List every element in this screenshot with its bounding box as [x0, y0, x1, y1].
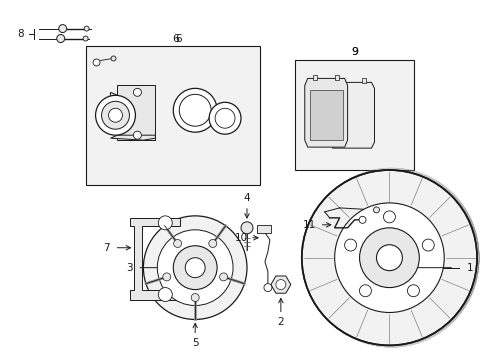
Circle shape — [179, 94, 211, 126]
Circle shape — [158, 216, 172, 230]
Circle shape — [185, 258, 205, 278]
Circle shape — [209, 102, 241, 134]
Text: 5: 5 — [191, 338, 198, 348]
Circle shape — [158, 288, 172, 302]
Polygon shape — [110, 92, 117, 130]
Bar — [117, 85, 155, 140]
Circle shape — [84, 26, 89, 31]
Text: 4: 4 — [243, 193, 250, 203]
Polygon shape — [110, 135, 155, 140]
Circle shape — [264, 284, 271, 292]
Circle shape — [373, 207, 379, 213]
Bar — [256, 225, 270, 233]
Circle shape — [108, 108, 122, 122]
Circle shape — [407, 285, 419, 297]
Circle shape — [344, 239, 356, 251]
Circle shape — [334, 203, 443, 312]
Circle shape — [173, 88, 217, 132]
Text: 1: 1 — [466, 263, 472, 273]
Circle shape — [83, 36, 88, 41]
Bar — [361, 78, 365, 84]
Circle shape — [275, 280, 285, 289]
Circle shape — [133, 131, 141, 139]
Circle shape — [422, 239, 433, 251]
Text: 9: 9 — [350, 48, 357, 58]
Bar — [312, 75, 316, 80]
Text: 11: 11 — [303, 220, 316, 230]
Circle shape — [111, 56, 116, 61]
Circle shape — [208, 239, 216, 247]
Circle shape — [173, 239, 181, 247]
Circle shape — [358, 216, 366, 223]
Text: 3: 3 — [126, 263, 132, 273]
Circle shape — [95, 95, 135, 135]
Text: 9: 9 — [350, 48, 357, 58]
Bar — [339, 78, 343, 84]
Bar — [85, 45, 260, 185]
Circle shape — [57, 35, 64, 42]
Circle shape — [359, 285, 371, 297]
Text: 8: 8 — [18, 28, 24, 39]
Polygon shape — [130, 218, 180, 300]
Circle shape — [59, 24, 66, 32]
Bar — [294, 60, 413, 170]
Circle shape — [102, 101, 129, 129]
Circle shape — [376, 245, 402, 271]
Text: 2: 2 — [277, 318, 284, 328]
Polygon shape — [309, 90, 342, 140]
Circle shape — [157, 230, 233, 306]
Circle shape — [191, 293, 199, 302]
Text: 6: 6 — [175, 33, 181, 44]
Bar — [334, 75, 338, 80]
Circle shape — [215, 108, 235, 128]
Circle shape — [301, 170, 476, 345]
Circle shape — [143, 216, 246, 319]
Circle shape — [219, 273, 227, 281]
Circle shape — [383, 211, 395, 223]
Circle shape — [359, 228, 419, 288]
Text: 6: 6 — [171, 33, 179, 44]
Circle shape — [163, 273, 170, 281]
Text: 7: 7 — [103, 243, 110, 253]
Circle shape — [93, 59, 100, 66]
Polygon shape — [329, 82, 374, 148]
Circle shape — [133, 88, 141, 96]
Text: 10: 10 — [234, 233, 247, 243]
Polygon shape — [304, 78, 347, 147]
Circle shape — [173, 246, 217, 289]
Circle shape — [241, 222, 252, 234]
